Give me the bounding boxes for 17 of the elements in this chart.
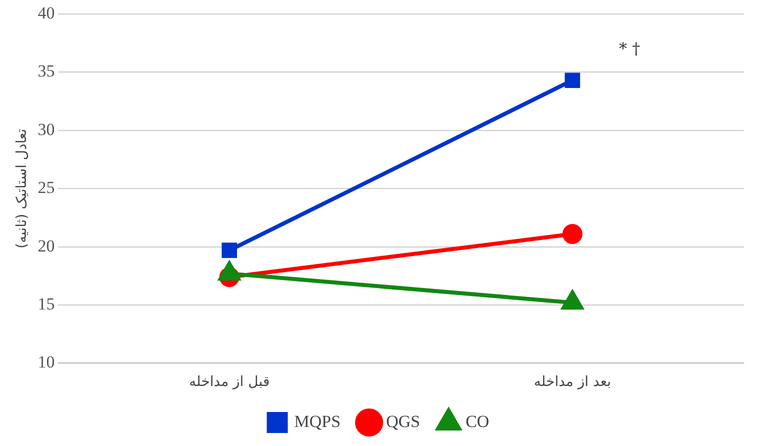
legend-label: CO [466,412,490,431]
legend-label: QGS [386,412,420,431]
y-tick-label: 20 [38,236,55,256]
y-tick-label: 30 [38,120,55,139]
y-tick-label: 10 [38,352,55,372]
y-axis-title: تعادل استاتیک (ثانیه) [14,128,30,248]
point [562,224,582,244]
x-tick-label: بعد از مداخله [534,374,611,390]
y-tick-label: 40 [38,3,55,22]
y-tick-label: 15 [38,294,55,314]
point [564,72,580,88]
x-tick-label: قبل از مداخله [189,374,270,390]
annotation: * † [619,39,640,58]
y-tick-label: 25 [38,178,55,198]
legend-label: MQPS [294,412,341,431]
y-tick-label: 35 [38,62,55,81]
point [222,242,238,258]
